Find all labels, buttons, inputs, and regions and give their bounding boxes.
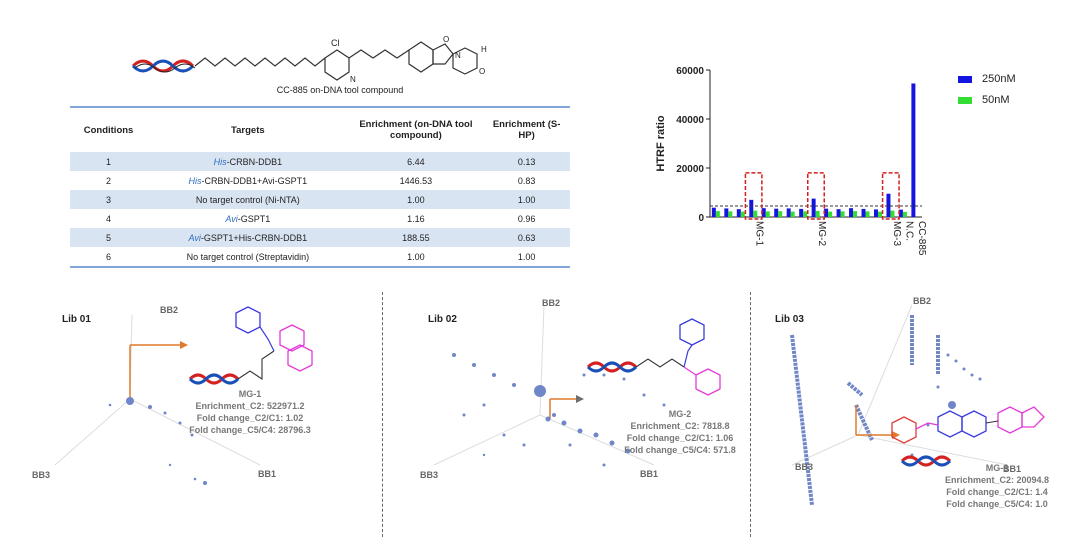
lib-title: Lib 02 <box>428 314 457 325</box>
legend-label-50: 50nM <box>982 94 1010 106</box>
svg-text:N: N <box>350 75 356 84</box>
table-row: 2 His-CRBN-DDB1+Avi-GSPT1 1446.53 0.83 <box>106 175 536 186</box>
x-tick-label: MG-1 <box>754 221 765 246</box>
bar-250nM <box>886 193 891 217</box>
bar-50nM <box>728 211 733 217</box>
bar-50nM <box>790 211 795 217</box>
bar-50nM <box>740 211 745 217</box>
lib-title: Lib 01 <box>62 314 91 325</box>
x-tick-label: MG-3 <box>891 221 902 246</box>
bar-50nM <box>877 211 882 217</box>
bar-250nM <box>836 209 841 217</box>
col-header: Enrichment (on-DNA tool compound) <box>359 119 473 141</box>
legend-swatch-50 <box>958 97 972 104</box>
y-tick-label: 20000 <box>676 164 704 175</box>
bar-250nM <box>786 208 791 217</box>
table-row: 1 His-CRBN-DDB1 6.44 0.13 <box>70 152 570 171</box>
lib01-stats: MG-1 Enrichment_C2: 522971.2 Fold change… <box>189 389 311 435</box>
highlight-box <box>807 172 825 220</box>
enrichment-table: Conditions Targets Enrichment (on-DNA to… <box>70 106 570 268</box>
y-axis-label: HTRF ratio <box>655 115 667 172</box>
highlight-box <box>881 172 900 220</box>
lib-title: Lib 03 <box>775 314 804 325</box>
col-header: Targets <box>231 124 265 136</box>
lib02-stats: MG-2 Enrichment_C2: 7818.8 Fold change_C… <box>624 409 736 455</box>
bar-50nM <box>753 210 758 217</box>
svg-text:O: O <box>479 67 485 76</box>
legend-label-250: 250nM <box>982 73 1016 85</box>
bar-250nM <box>873 209 878 217</box>
bar-250nM <box>761 208 766 217</box>
col-header: Enrichment (S-HP) <box>492 119 561 141</box>
bar-50nM <box>803 211 808 217</box>
bar-250nM <box>911 83 916 217</box>
lib01-scatter <box>54 306 313 485</box>
bar-50nM <box>765 211 770 217</box>
svg-text:H: H <box>481 45 487 54</box>
bar-250nM <box>898 209 903 217</box>
bar-250nM <box>849 208 854 217</box>
x-tick-label: MG-2 <box>816 221 827 246</box>
bar-250nM <box>861 208 866 217</box>
table-row: 3 No target control (Ni-NTA) 1.00 1.00 <box>70 190 570 209</box>
bar-250nM <box>711 207 716 217</box>
svg-text:N: N <box>455 51 461 60</box>
x-tick-label: CC-885 <box>916 221 927 256</box>
bar-250nM <box>736 209 741 217</box>
bar-50nM <box>865 211 870 217</box>
bar-50nM <box>815 210 820 217</box>
highlight-box <box>744 172 763 220</box>
htrf-bar-chart: 0 20000 40000 60000 HTRF ratio MG-1 MG-2 MG-3 N.… <box>655 66 927 256</box>
cl-label: Cl <box>331 38 340 48</box>
col-header: Conditions <box>83 124 134 136</box>
bar-250nM <box>724 208 729 217</box>
lib03-stats: MG-3 Enrichment_C2: 20094.8 Fold change_… <box>944 463 1050 509</box>
bar-50nM <box>890 210 895 217</box>
bar-50nM <box>778 211 783 217</box>
y-tick-label: 60000 <box>676 66 704 77</box>
panel-divider <box>382 292 383 537</box>
bar-250nM <box>749 199 754 217</box>
compound-caption: CC-885 on-DNA tool compound <box>276 85 404 95</box>
legend-swatch-250 <box>958 76 972 83</box>
bar-250nM <box>824 208 829 217</box>
bar-50nM <box>853 211 858 217</box>
svg-text:O: O <box>443 35 449 44</box>
table-row: 4 Avi-GSPT1 1.16 0.96 <box>106 213 536 224</box>
bar-50nM <box>840 211 845 217</box>
table-row: 5 Avi-GSPT1+His-CRBN-DDB1 188.55 0.63 <box>70 228 570 247</box>
y-tick-label: 40000 <box>676 115 704 126</box>
bar-250nM <box>799 208 804 217</box>
table-row: 6 No target control (Streptavidin) 1.00 1… <box>70 247 570 267</box>
x-tick-label: N.C. <box>903 221 914 241</box>
y-tick-label: 0 <box>698 213 704 224</box>
bar-250nM <box>811 198 816 217</box>
lib03-scatter <box>790 304 1045 506</box>
lib02-scatter <box>433 304 721 467</box>
dna-helix-icon <box>131 59 196 73</box>
panel-divider <box>750 292 751 537</box>
bar-50nM <box>715 211 720 217</box>
tool-compound-structure: Cl N O N O H <box>131 35 487 84</box>
bar-50nM <box>902 211 907 217</box>
bar-250nM <box>774 208 779 217</box>
bar-50nM <box>828 211 833 217</box>
